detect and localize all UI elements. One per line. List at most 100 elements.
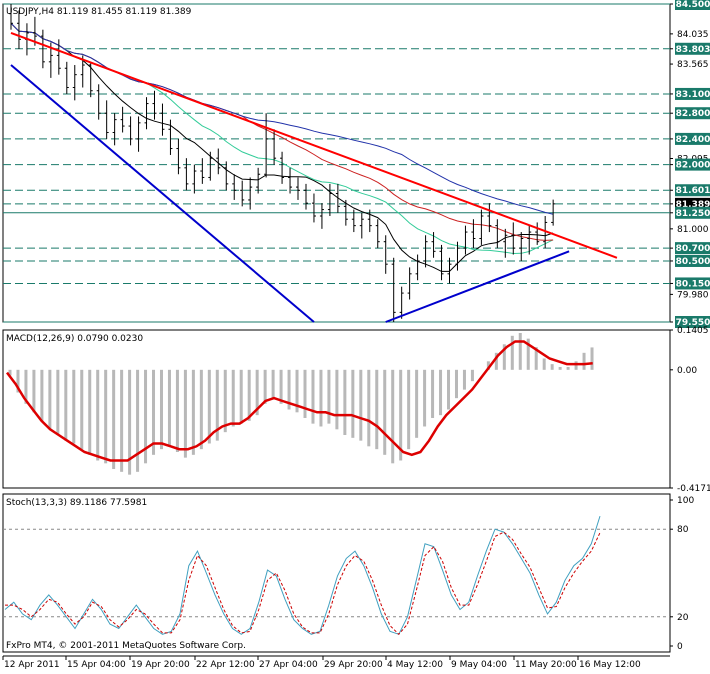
moving-average-line <box>10 22 554 272</box>
trendline <box>385 250 570 323</box>
trendline <box>10 64 315 323</box>
macd-histogram-bar <box>510 335 514 370</box>
macd-histogram-bar <box>120 369 124 472</box>
macd-histogram-bar <box>255 369 259 416</box>
x-tick-label: 27 Apr 04:00 <box>259 660 318 670</box>
x-tick-label: 22 Apr 12:00 <box>196 660 255 670</box>
macd-tick-label: -0.4171 <box>677 484 710 494</box>
copyright-text: FxPro MT4, © 2001-2011 MetaQuotes Softwa… <box>6 641 246 651</box>
macd-histogram-bar <box>582 352 586 370</box>
macd-histogram-bar <box>88 369 92 455</box>
price-level-tag <box>675 316 710 328</box>
price-level-tag <box>675 0 710 10</box>
stoch-tick-label: 20 <box>677 613 689 623</box>
macd-histogram-bar <box>295 369 299 413</box>
stoch-line <box>4 515 601 635</box>
x-tick-label: 12 Apr 2011 <box>4 660 60 670</box>
moving-average-line <box>10 22 554 241</box>
panel-border-1 <box>2 3 671 323</box>
moving-average-line <box>10 22 554 215</box>
moving-average-line <box>10 22 554 255</box>
macd-signal-line <box>6 340 593 462</box>
macd-histogram-bar <box>24 369 28 404</box>
macd-histogram-bar <box>319 369 323 427</box>
price-level-label: 82.000 <box>676 161 710 171</box>
y-tick-label: 81.000 <box>677 225 709 235</box>
price-level-label: 82.800 <box>676 109 710 119</box>
macd-histogram-bar <box>16 369 20 393</box>
stoch-header: Stoch(13,3,3) 89.1186 77.5981 <box>6 498 147 508</box>
macd-histogram-bar <box>287 369 291 410</box>
panel-border-3 <box>2 493 671 653</box>
macd-histogram-bar <box>550 364 554 370</box>
macd-histogram-bar <box>32 369 36 413</box>
macd-tick-label: 0.1405 <box>677 326 709 336</box>
macd-header: MACD(12,26,9) 0.0790 0.0230 <box>6 334 143 344</box>
price-level-label: 80.500 <box>676 257 710 267</box>
price-level-tag <box>675 254 710 267</box>
price-level-label: 81.250 <box>676 209 710 219</box>
macd-histogram-bar <box>351 369 355 438</box>
stoch-line <box>5 531 601 636</box>
x-tick-label: 15 Apr 04:00 <box>67 660 126 670</box>
macd-histogram-bar <box>534 347 538 370</box>
y-tick-label: 83.565 <box>677 60 709 70</box>
price-level-label: 81.389 <box>676 200 710 210</box>
macd-histogram-bar <box>439 369 443 416</box>
chart-header: USDJPY,H4 81.119 81.455 81.119 81.389 <box>6 7 192 17</box>
price-level-label: 81.601 <box>676 186 710 196</box>
macd-histogram-bar <box>558 366 562 370</box>
macd-histogram-bar <box>175 369 179 452</box>
price-level-tag <box>675 206 710 219</box>
macd-histogram-bar <box>48 369 52 430</box>
stoch-tick-label: 100 <box>677 496 694 506</box>
trendline <box>10 31 618 259</box>
macd-histogram-bar <box>207 369 211 444</box>
macd-histogram-bar <box>263 369 267 404</box>
macd-histogram-bar <box>223 369 227 433</box>
macd-histogram-bar <box>72 369 76 444</box>
stoch-tick-label: 80 <box>677 525 689 535</box>
y-tick-label: 84.035 <box>677 30 709 40</box>
panel-border-2 <box>2 329 671 489</box>
macd-histogram-bar <box>399 369 403 461</box>
macd-histogram-bar <box>112 369 116 469</box>
macd-histogram-bar <box>40 369 44 421</box>
macd-tick-label: 0.00 <box>677 366 697 376</box>
macd-histogram-bar <box>383 369 387 455</box>
macd-histogram-bar <box>152 369 156 455</box>
macd-histogram-bar <box>574 361 578 370</box>
macd-histogram-bar <box>279 369 283 404</box>
macd-histogram-bar <box>167 369 171 447</box>
price-level-tag <box>675 42 710 55</box>
macd-histogram-bar <box>191 369 195 455</box>
macd-histogram-bar <box>590 347 594 370</box>
macd-histogram-bar <box>159 369 163 450</box>
macd-histogram-bar <box>64 369 68 441</box>
macd-histogram-bar <box>494 352 498 370</box>
macd-histogram-bar <box>8 369 12 376</box>
macd-histogram-bar <box>454 369 458 399</box>
macd-histogram-bar <box>462 369 466 390</box>
price-level-label: 82.400 <box>676 135 710 145</box>
price-level-label: 79.550 <box>676 318 710 328</box>
macd-histogram-bar <box>80 369 84 450</box>
price-level-tag <box>675 132 710 145</box>
macd-histogram-bar <box>311 369 315 424</box>
macd-histogram-bar <box>502 344 506 370</box>
macd-histogram-bar <box>199 369 203 450</box>
macd-histogram-bar <box>359 369 363 441</box>
macd-histogram-bar <box>391 369 395 464</box>
macd-histogram-bar <box>343 369 347 435</box>
y-tick-label: 79.980 <box>677 290 709 300</box>
macd-histogram-bar <box>104 369 108 464</box>
price-level-label: 84.500 <box>676 0 710 10</box>
stoch-tick-label: 0 <box>677 642 683 652</box>
price-level-label: 83.100 <box>676 90 710 100</box>
macd-histogram-bar <box>375 369 379 450</box>
price-level-tag <box>675 184 710 197</box>
macd-histogram-bar <box>335 369 339 430</box>
macd-histogram-bar <box>367 369 371 447</box>
